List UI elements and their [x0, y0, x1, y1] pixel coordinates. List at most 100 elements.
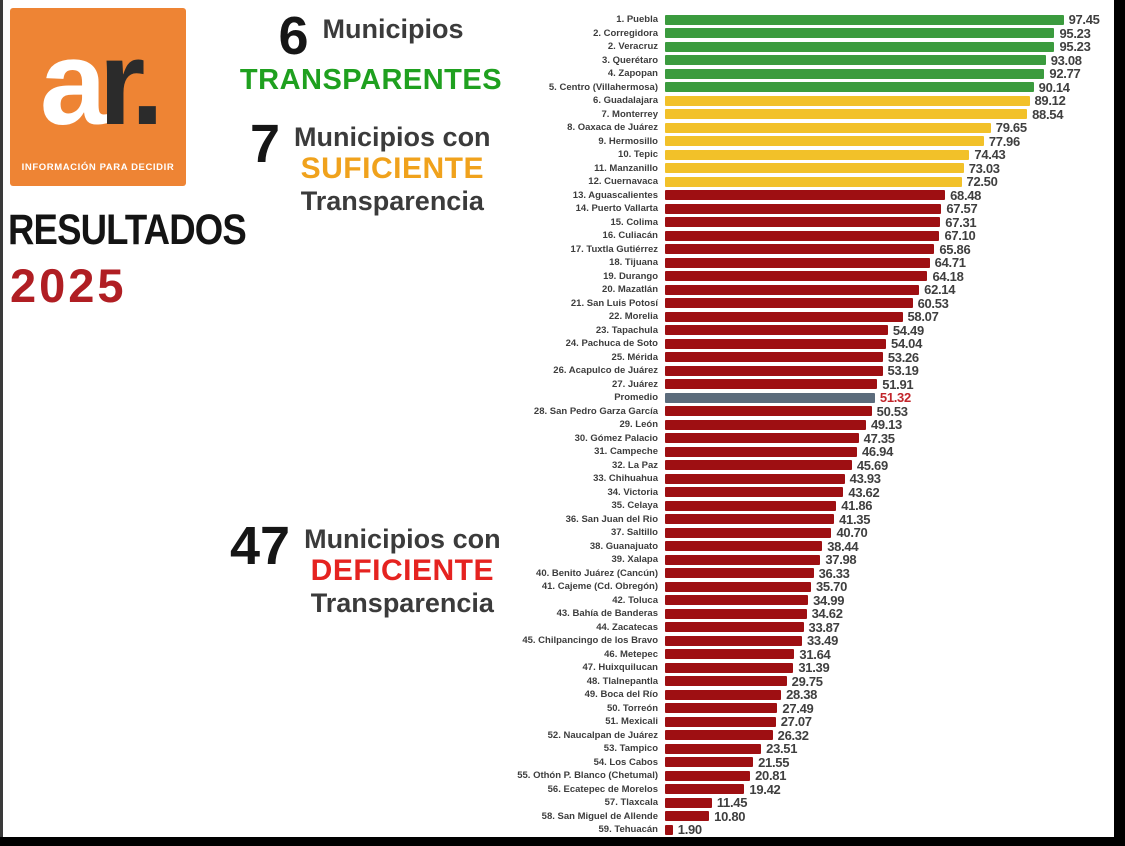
bar-value: 95.23	[1059, 39, 1091, 55]
bar	[665, 649, 795, 660]
bar	[665, 325, 888, 336]
bar-value: 43.62	[848, 484, 880, 500]
bar-label: 56. Ecatepec de Morelos	[547, 783, 658, 795]
bar-label: 24. Pachuca de Soto	[565, 338, 658, 350]
bar-value: 41.86	[841, 498, 873, 514]
bar-value: 27.07	[780, 714, 812, 730]
bar-label: 50. Torreón	[606, 702, 658, 714]
bar-label: 42. Toluca	[612, 594, 658, 606]
bar-row: 22. Morelia 58.07	[428, 309, 1100, 325]
bar-value: 45.69	[856, 457, 888, 473]
bar-row: 48. Tlalnepantla 29.75	[428, 673, 1100, 689]
bar	[665, 176, 962, 187]
bar-label: 23. Tapachula	[595, 324, 658, 336]
bar-row: 27. Juárez 51.91	[428, 376, 1100, 392]
bar	[665, 82, 1034, 93]
bar	[665, 28, 1055, 39]
bar	[665, 608, 807, 619]
bar	[665, 257, 930, 268]
bar	[665, 203, 942, 214]
bar	[665, 190, 946, 201]
bar	[665, 662, 794, 673]
bar	[665, 95, 1030, 106]
sufficient-emphasis: SUFICIENTE	[300, 152, 484, 186]
bar-label: 52. Naucalpan de Juárez	[547, 729, 658, 741]
bar-row: 38. Guanajuato 38.44	[428, 538, 1100, 554]
bar-value: 19.42	[749, 781, 781, 797]
bar-row: 50. Torreón 27.49	[428, 701, 1100, 716]
bar-value: 65.86	[939, 241, 971, 257]
bar-value: 79.65	[995, 120, 1027, 136]
deficient-emphasis: DEFICIENTE	[310, 554, 495, 588]
bar-chart: 1. Puebla 97.45 2. Corregidora 95.23 2. Vera…	[428, 12, 1100, 837]
bar-label: 19. Durango	[603, 270, 658, 282]
bar-row: 26. Acapulco de Juárez 53.19	[428, 363, 1100, 379]
bar-value: 31.39	[798, 660, 830, 676]
bar-value: 58.07	[907, 309, 939, 325]
ar-logo: ar. INFORMACIÓN PARA DECIDIR	[10, 8, 186, 186]
bar	[665, 352, 883, 363]
bar-label: 21. San Luis Potosí	[570, 297, 658, 309]
bar-row: 47. Huixquilucan 31.39	[428, 660, 1100, 676]
bar-label: 28. San Pedro Garza García	[533, 405, 658, 417]
bar-value: 38.44	[827, 538, 859, 554]
bar-label: 57. Tlaxcala	[604, 797, 658, 809]
bar-label: 43. Bahía de Banderas	[556, 608, 658, 620]
bar	[665, 554, 821, 565]
bar	[665, 446, 857, 457]
bar-row: 52. Naucalpan de Juárez 26.32	[428, 727, 1100, 743]
bar	[665, 473, 845, 484]
bar-label: 29. León	[619, 419, 658, 431]
bar-row: 35. Celaya 41.86	[428, 498, 1100, 514]
bar	[665, 149, 970, 160]
bar-row: 59. Tehuacán 1.90	[428, 822, 1100, 837]
bar-value: 67.31	[945, 214, 977, 230]
bar-value: 29.75	[791, 673, 823, 689]
bar	[665, 811, 710, 822]
bar-row: 33. Chihuahua 43.93	[428, 471, 1100, 486]
bar-label: 48. Tlalnepantla	[586, 675, 658, 687]
bar-value: 53.19	[887, 363, 919, 379]
frame-bottom-edge	[0, 837, 1125, 846]
bar-value: 23.51	[766, 741, 798, 757]
bar-label: 9. Hermosillo	[598, 135, 658, 147]
bar-value: 88.54	[1032, 106, 1064, 122]
bar-row: 44. Zacatecas 33.87	[428, 619, 1100, 635]
bar	[665, 271, 928, 282]
bar-value: 33.49	[806, 633, 839, 649]
bar-label: Promedio	[614, 392, 658, 404]
bar-row: 39. Xalapa 37.98	[428, 552, 1100, 567]
bar	[665, 487, 844, 498]
transparent-emphasis: TRANSPARENTES	[239, 63, 503, 96]
bar	[665, 568, 814, 579]
bar-row: 53. Tampico 23.51	[428, 741, 1100, 757]
bar	[665, 527, 832, 538]
bar-value: 28.38	[786, 687, 818, 703]
bar-value: 33.87	[808, 619, 840, 635]
frame-right-edge	[1114, 0, 1125, 846]
bar-row: 6. Guadalajara 89.12	[428, 93, 1100, 108]
bar	[665, 500, 837, 511]
bar-value: 26.32	[777, 727, 809, 743]
bar-value: 62.14	[924, 282, 956, 298]
bar	[665, 676, 787, 687]
bar-row: 7. Monterrey 88.54	[428, 106, 1100, 122]
bar	[665, 122, 991, 133]
bar-value: 31.64	[799, 646, 831, 662]
bar-label: 22. Morelia	[608, 311, 658, 323]
bar-value: 51.91	[882, 376, 914, 392]
bar-row: 31. Campeche 46.94	[428, 444, 1100, 460]
bar-value: 11.45	[716, 795, 748, 811]
bar-row: 54. Los Cabos 21.55	[428, 755, 1100, 770]
bar-label: 2. Veracruz	[607, 41, 658, 53]
bar-label: 58. San Miguel de Allende	[541, 810, 658, 822]
bar	[665, 689, 782, 700]
bar	[665, 514, 835, 525]
transparent-count: 6	[278, 6, 309, 66]
bar-row: 37. Saltillo 40.70	[428, 525, 1100, 540]
bar-value: 46.94	[861, 444, 894, 460]
bar-row: 4. Zapopan 92.77	[428, 66, 1100, 81]
bar-label: 11. Manzanillo	[594, 162, 658, 174]
bar-value: 53.26	[887, 349, 919, 365]
bar-label: 40. Benito Juárez (Cancún)	[536, 567, 658, 579]
